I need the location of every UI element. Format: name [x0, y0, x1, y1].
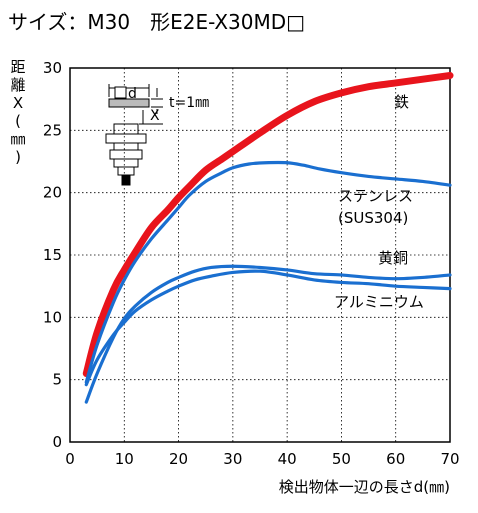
target-plate [108, 98, 150, 108]
y-tick-label: 25 [43, 121, 62, 139]
chart-title: サイズ：M30 形E2E-X30MD□ [8, 10, 306, 34]
tick-labels: 0 10 20 30 40 50 60 70 0 5 10 15 20 25 30 [43, 59, 460, 468]
y-axis-label: 距離 X(㎜) [10, 58, 25, 166]
y-tick-label: 15 [43, 246, 62, 264]
series-label-stainless-line2: (SUS304) [338, 209, 408, 227]
y-tick-label: 10 [43, 308, 62, 326]
y-tick-label: 5 [52, 371, 62, 389]
x-tick-label: 40 [278, 450, 297, 468]
y-tick-label: 0 [52, 433, 62, 451]
y-tick-label: 20 [43, 184, 62, 202]
series-lines [82, 71, 454, 404]
x-tick-label: 20 [169, 450, 188, 468]
series-line-brass [84, 264, 452, 404]
inset-x-label: X [150, 108, 160, 124]
series-line-aluminum [84, 269, 452, 387]
series-label-stainless-line1: ステンレス [338, 187, 413, 205]
sensor-cable [121, 174, 131, 186]
series-label-brass: 黄銅 [378, 249, 408, 267]
series-label-aluminum: アルミニウム [334, 293, 424, 311]
series-label-iron: 鉄 [394, 93, 409, 111]
x-tick-label: 30 [223, 450, 242, 468]
series-line-stainless [84, 160, 452, 384]
x-tick-label: 10 [115, 450, 134, 468]
x-tick-label: 60 [386, 450, 405, 468]
sensor-inset-diagram [105, 84, 163, 186]
inset-d-label: d [128, 86, 137, 102]
grid [70, 68, 450, 442]
x-axis-label: 検出物体一辺の長さd(㎜) [279, 478, 450, 496]
x-tick-label: 70 [440, 450, 459, 468]
series-line-iron [82, 71, 454, 377]
x-tick-label: 0 [65, 450, 75, 468]
inset-t-label: t=1㎜ [169, 95, 209, 111]
x-tick-label: 50 [332, 450, 351, 468]
plot-frame [69, 67, 451, 443]
sensor-head [113, 123, 139, 135]
y-tick-label: 30 [43, 59, 62, 77]
d-symbol-box [114, 86, 127, 99]
